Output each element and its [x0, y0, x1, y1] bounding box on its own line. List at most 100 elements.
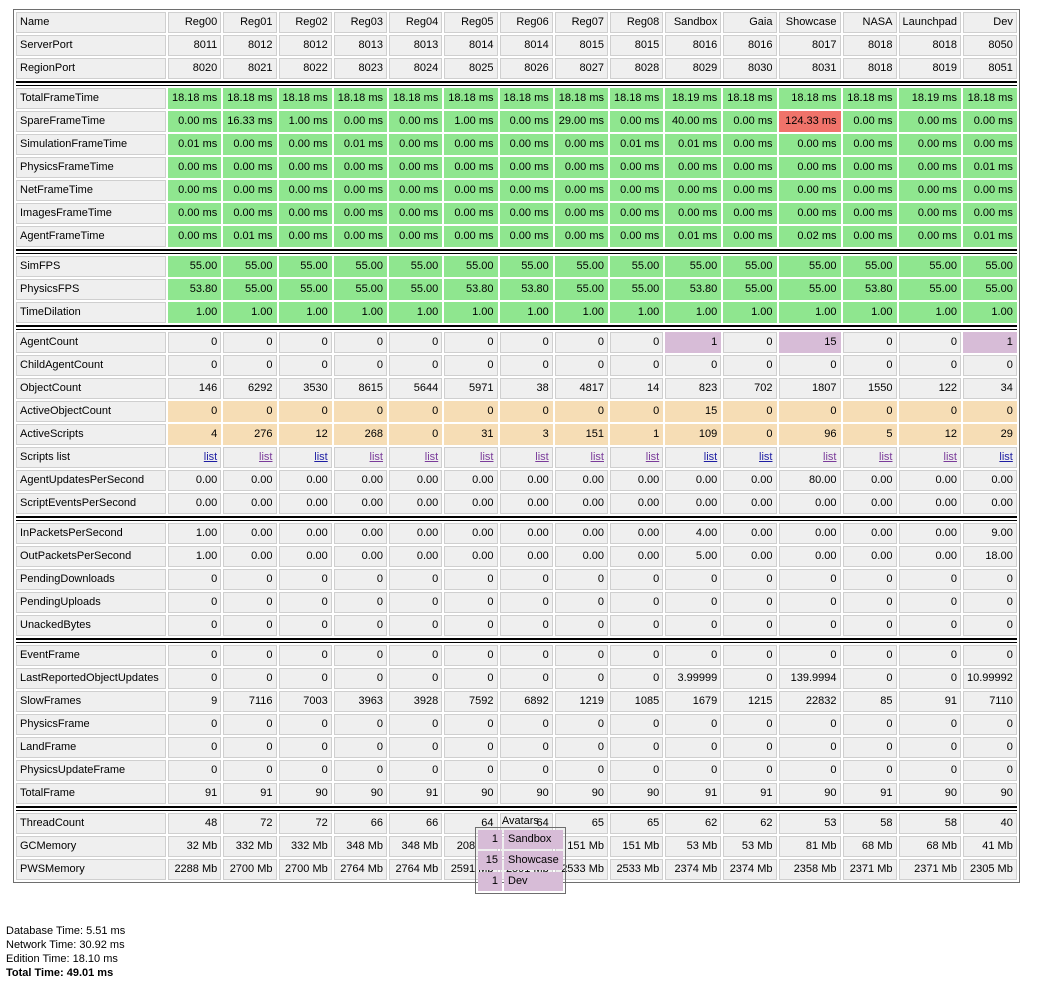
- stat-value: 0: [499, 615, 553, 636]
- stat-value: 8021: [223, 58, 277, 79]
- stat-row: AgentCount 0 0 0 0 0 0 0 0 0 1 0 15 0 0 1: [16, 332, 1017, 353]
- stat-value: 0.00 ms: [444, 226, 498, 247]
- stat-row: SpareFrameTime 0.00 ms 16.33 ms 1.00 ms 0.00…: [16, 111, 1017, 132]
- region-header: NASA: [842, 12, 897, 33]
- stat-value: 4: [168, 424, 222, 445]
- stat-value: 55.00: [168, 256, 222, 277]
- stat-value: 0.00: [778, 523, 841, 544]
- scripts-list-link[interactable]: list: [424, 451, 439, 463]
- stat-value: 0.00 ms: [278, 203, 332, 224]
- stat-value: 0.00 ms: [723, 226, 777, 247]
- stat-value: 8023: [333, 58, 387, 79]
- avatar-row: 15 Showcase: [478, 851, 563, 870]
- stat-value: 0.00: [499, 470, 553, 491]
- stat-value: 55.00: [962, 279, 1017, 300]
- scripts-list-link[interactable]: list: [823, 451, 837, 463]
- stat-value: 18.18 ms: [444, 88, 498, 109]
- stat-value: 6292: [223, 378, 277, 399]
- scripts-list-link[interactable]: list: [759, 451, 773, 463]
- stat-value: 90: [962, 783, 1017, 804]
- scripts-list-link[interactable]: list: [703, 451, 718, 463]
- stat-value: 0.00: [554, 493, 608, 514]
- stat-value: 0.00 ms: [723, 180, 777, 201]
- stat-value: 8014: [444, 35, 498, 56]
- stat-label: UnackedBytes: [16, 615, 166, 636]
- stat-label: PhysicsFPS: [16, 279, 166, 300]
- stat-value: 55.00: [389, 256, 443, 277]
- scripts-list-link[interactable]: list: [203, 451, 218, 463]
- stat-value: 124.33 ms: [778, 111, 841, 132]
- stat-value: 0: [278, 401, 332, 422]
- stat-value: 139.9994: [778, 668, 841, 689]
- stat-value: 0.00 ms: [168, 180, 222, 201]
- stat-value: 0: [723, 401, 777, 422]
- stat-value: 0: [389, 592, 443, 613]
- stat-value: 0.00: [898, 523, 961, 544]
- scripts-list-link[interactable]: list: [645, 451, 660, 463]
- stat-value: 146: [168, 378, 222, 399]
- stat-value: 0.00: [610, 493, 664, 514]
- scripts-list-link[interactable]: list: [999, 451, 1013, 463]
- stat-value: 18.18 ms: [333, 88, 387, 109]
- stat-value: 0: [778, 592, 841, 613]
- stat-value: 18.18 ms: [223, 88, 277, 109]
- stat-value: 8020: [168, 58, 222, 79]
- total-time: Total Time: 49.01 ms: [6, 967, 114, 979]
- stat-value: 0.00: [554, 523, 608, 544]
- stat-value: 0.00 ms: [168, 226, 222, 247]
- stat-value: 0: [898, 592, 961, 613]
- stat-label: SpareFrameTime: [16, 111, 166, 132]
- stat-label: OutPacketsPerSecond: [16, 546, 166, 567]
- stat-value: 91: [389, 783, 443, 804]
- stat-value: 0: [898, 645, 961, 666]
- stat-row: LastReportedObjectUpdates 0 0 0 0 0 0 0 0 0 3.9999…: [16, 668, 1017, 689]
- stat-value: 0.00: [665, 470, 722, 491]
- stat-value: 0.00: [962, 493, 1017, 514]
- stat-label: ServerPort: [16, 35, 166, 56]
- stat-value: 2533 Mb: [554, 859, 608, 880]
- stat-value: 55.00: [898, 279, 961, 300]
- region-header: Dev: [962, 12, 1017, 33]
- stat-value: 0: [333, 760, 387, 781]
- stat-value: 31: [444, 424, 498, 445]
- stat-value: 0: [665, 714, 722, 735]
- stat-value: 109: [665, 424, 722, 445]
- stat-value: 2374 Mb: [723, 859, 777, 880]
- scripts-list-link[interactable]: list: [535, 451, 549, 463]
- scripts-list-link[interactable]: list: [590, 451, 604, 463]
- database-time: Database Time: 5.51 ms: [6, 925, 126, 937]
- stat-value: 53.80: [842, 279, 897, 300]
- scripts-list-link[interactable]: list: [943, 451, 957, 463]
- stat-value: 0: [499, 592, 553, 613]
- stat-value: 8013: [333, 35, 387, 56]
- scripts-list-link[interactable]: list: [369, 451, 383, 463]
- stat-value: 0.00: [898, 493, 961, 514]
- stat-label: SimulationFrameTime: [16, 134, 166, 155]
- stat-value: 0: [723, 760, 777, 781]
- stat-value: 0: [444, 645, 498, 666]
- stat-value: 0.00 ms: [389, 226, 443, 247]
- stat-value: 0.00: [665, 493, 722, 514]
- scripts-list-link[interactable]: list: [259, 451, 273, 463]
- stat-value: 0.00 ms: [962, 180, 1017, 201]
- stat-value: 0.00: [962, 470, 1017, 491]
- stat-value: 0.00 ms: [898, 157, 961, 178]
- scripts-list-link[interactable]: list: [879, 451, 893, 463]
- stat-value: 0.00 ms: [223, 134, 277, 155]
- scripts-list-link[interactable]: list: [480, 451, 494, 463]
- stat-value: 0: [778, 714, 841, 735]
- stat-value: 0.00 ms: [278, 226, 332, 247]
- stat-value: 40.00 ms: [665, 111, 722, 132]
- stat-value: 0: [723, 615, 777, 636]
- stat-value: 0.00 ms: [499, 203, 553, 224]
- avatar-region: Dev: [504, 872, 563, 891]
- stat-value: 0: [962, 569, 1017, 590]
- stat-value: 0: [223, 355, 277, 376]
- stat-value: 0: [962, 592, 1017, 613]
- stat-value: 151 Mb: [610, 836, 664, 857]
- stat-value: 0: [333, 332, 387, 353]
- stat-value: 0: [665, 592, 722, 613]
- scripts-list-link[interactable]: list: [314, 451, 328, 463]
- avatar-count: 15: [478, 851, 502, 870]
- stat-value: 0.00 ms: [778, 134, 841, 155]
